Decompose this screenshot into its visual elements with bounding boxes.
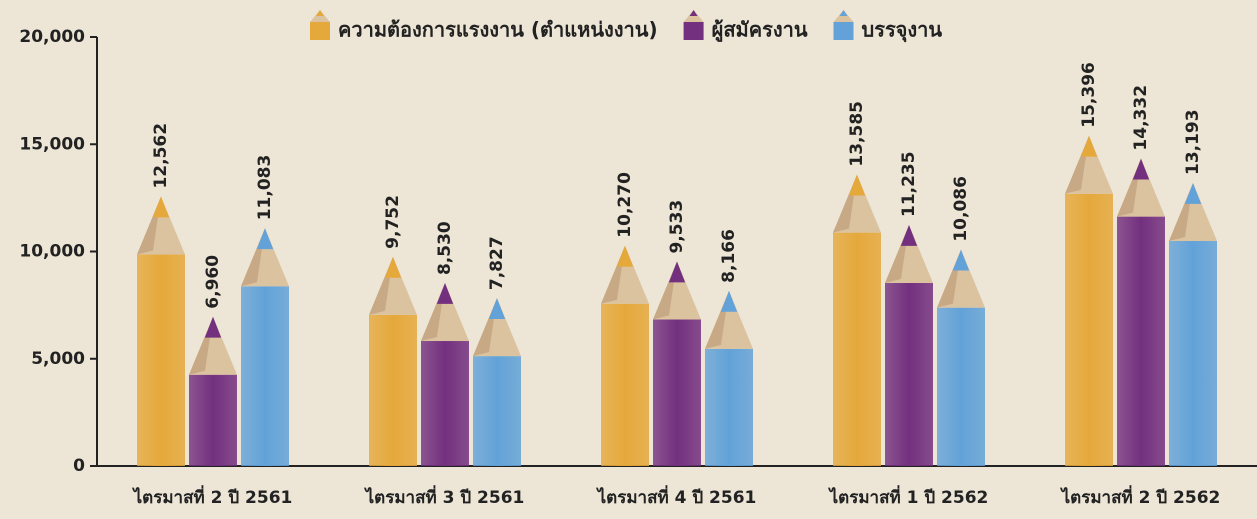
pencil-bar xyxy=(421,283,469,466)
pencil-lead xyxy=(1080,135,1098,157)
value-label: 8,166 xyxy=(719,229,739,283)
x-tick-label: ไตรมาสที่ 4 ปี 2561 xyxy=(596,485,757,508)
x-tick-label: ไตรมาสที่ 1 ปี 2562 xyxy=(828,485,989,508)
x-tick-label: ไตรมาสที่ 2 ปี 2561 xyxy=(132,485,293,508)
pencil-wood-shade xyxy=(189,316,213,375)
value-label: 10,086 xyxy=(951,176,971,242)
pencil-body xyxy=(1065,193,1113,466)
value-label: 13,585 xyxy=(847,101,867,167)
pencil-lead xyxy=(488,298,506,319)
legend-item: ความต้องการแรงงาน (ตำแหน่งงาน) xyxy=(310,10,658,42)
pencil-lead xyxy=(1184,183,1202,204)
value-label: 13,193 xyxy=(1183,109,1203,175)
pencil-lead xyxy=(204,316,222,338)
pencil-body xyxy=(885,283,933,466)
pencil-lead xyxy=(152,196,170,218)
pencil-wood-shade xyxy=(1169,183,1193,242)
pencil-lead xyxy=(1132,158,1150,180)
pencil-lead xyxy=(848,174,866,196)
value-label: 10,270 xyxy=(615,172,635,238)
pencil-body xyxy=(421,341,469,466)
pencil-body xyxy=(1117,216,1165,466)
pencil-wood-shade xyxy=(369,256,393,315)
pencil-bar xyxy=(1065,135,1113,466)
pencil-wood-shade xyxy=(833,174,857,233)
pencil-bar xyxy=(137,196,185,466)
pencil-body xyxy=(653,319,701,466)
value-label: 6,960 xyxy=(203,255,223,309)
pencil-body xyxy=(137,254,185,466)
pencil-lead xyxy=(616,245,634,267)
pencil-lead xyxy=(900,225,918,246)
pencil-bar xyxy=(937,249,985,466)
value-label: 9,533 xyxy=(667,200,687,254)
legend-item: บรรจุงาน xyxy=(833,10,943,43)
pencil-wood-shade xyxy=(601,245,625,304)
pencil-body xyxy=(189,374,237,466)
value-label: 14,332 xyxy=(1131,85,1151,151)
pencil-body xyxy=(473,356,521,466)
pencil-bar xyxy=(601,245,649,466)
pencil-lead xyxy=(668,261,686,283)
pencil-lead xyxy=(256,228,274,250)
pencil-wood-shade xyxy=(653,261,677,320)
pencil-bar xyxy=(653,261,701,466)
pencil-bar xyxy=(885,225,933,466)
x-tick-label: ไตรมาสที่ 2 ปี 2562 xyxy=(1060,485,1221,508)
pencil-bar xyxy=(705,290,753,466)
pencil-wood-shade xyxy=(937,249,961,308)
pencil-wood-shade xyxy=(1117,158,1141,217)
pencil-body xyxy=(601,303,649,466)
pencil-body xyxy=(705,348,753,466)
value-label: 12,562 xyxy=(151,123,171,189)
y-tick-label: 20,000 xyxy=(19,27,85,47)
legend-item: ผู้สมัครงาน xyxy=(683,10,808,44)
value-label: 15,396 xyxy=(1079,62,1099,128)
value-label: 7,827 xyxy=(487,236,507,290)
pencil-wood-shade xyxy=(473,298,497,357)
pencil-lead xyxy=(384,256,402,278)
pencil-bar xyxy=(1117,158,1165,466)
pencil-body xyxy=(937,307,985,466)
value-label: 8,530 xyxy=(435,221,455,275)
value-label: 11,083 xyxy=(255,155,275,221)
legend-label: ผู้สมัครงาน xyxy=(712,18,808,44)
legend-lead xyxy=(689,10,698,16)
value-label: 11,235 xyxy=(899,151,919,217)
legend-lead xyxy=(839,10,848,16)
pencil-wood-shade xyxy=(241,228,265,287)
pencil-wood-shade xyxy=(705,290,729,349)
y-tick-label: 10,000 xyxy=(19,242,85,262)
pencil-body xyxy=(1169,241,1217,466)
y-tick-label: 0 xyxy=(73,456,85,476)
legend-lead xyxy=(316,10,324,16)
y-tick-label: 15,000 xyxy=(19,134,85,154)
pencil-lead xyxy=(952,249,970,271)
pencil-body xyxy=(833,232,881,466)
pencil-wood-shade xyxy=(1065,135,1089,194)
legend-swatch xyxy=(833,22,854,40)
pencil-wood-shade xyxy=(421,283,445,342)
pencil-lead xyxy=(720,290,738,312)
pencil-body xyxy=(241,286,289,466)
pencil-bar xyxy=(189,316,237,466)
legend-label: ความต้องการแรงงาน (ตำแหน่งงาน) xyxy=(338,18,658,42)
value-label: 9,752 xyxy=(383,195,403,249)
pencil-bar xyxy=(833,174,881,466)
pencil-bar xyxy=(1169,183,1217,466)
legend-swatch xyxy=(683,22,704,40)
legend-swatch xyxy=(310,22,330,40)
pencil-bar xyxy=(241,228,289,466)
pencil-wood-shade xyxy=(885,225,909,284)
pencil-wood-shade xyxy=(137,196,161,255)
pencil-bar xyxy=(473,298,521,466)
legend-label: บรรจุงาน xyxy=(862,18,943,43)
pencil-body xyxy=(369,314,417,466)
pencil-lead xyxy=(436,283,454,304)
x-tick-label: ไตรมาสที่ 3 ปี 2561 xyxy=(364,485,525,508)
pencil-bar xyxy=(369,256,417,466)
y-tick-label: 5,000 xyxy=(31,349,85,369)
